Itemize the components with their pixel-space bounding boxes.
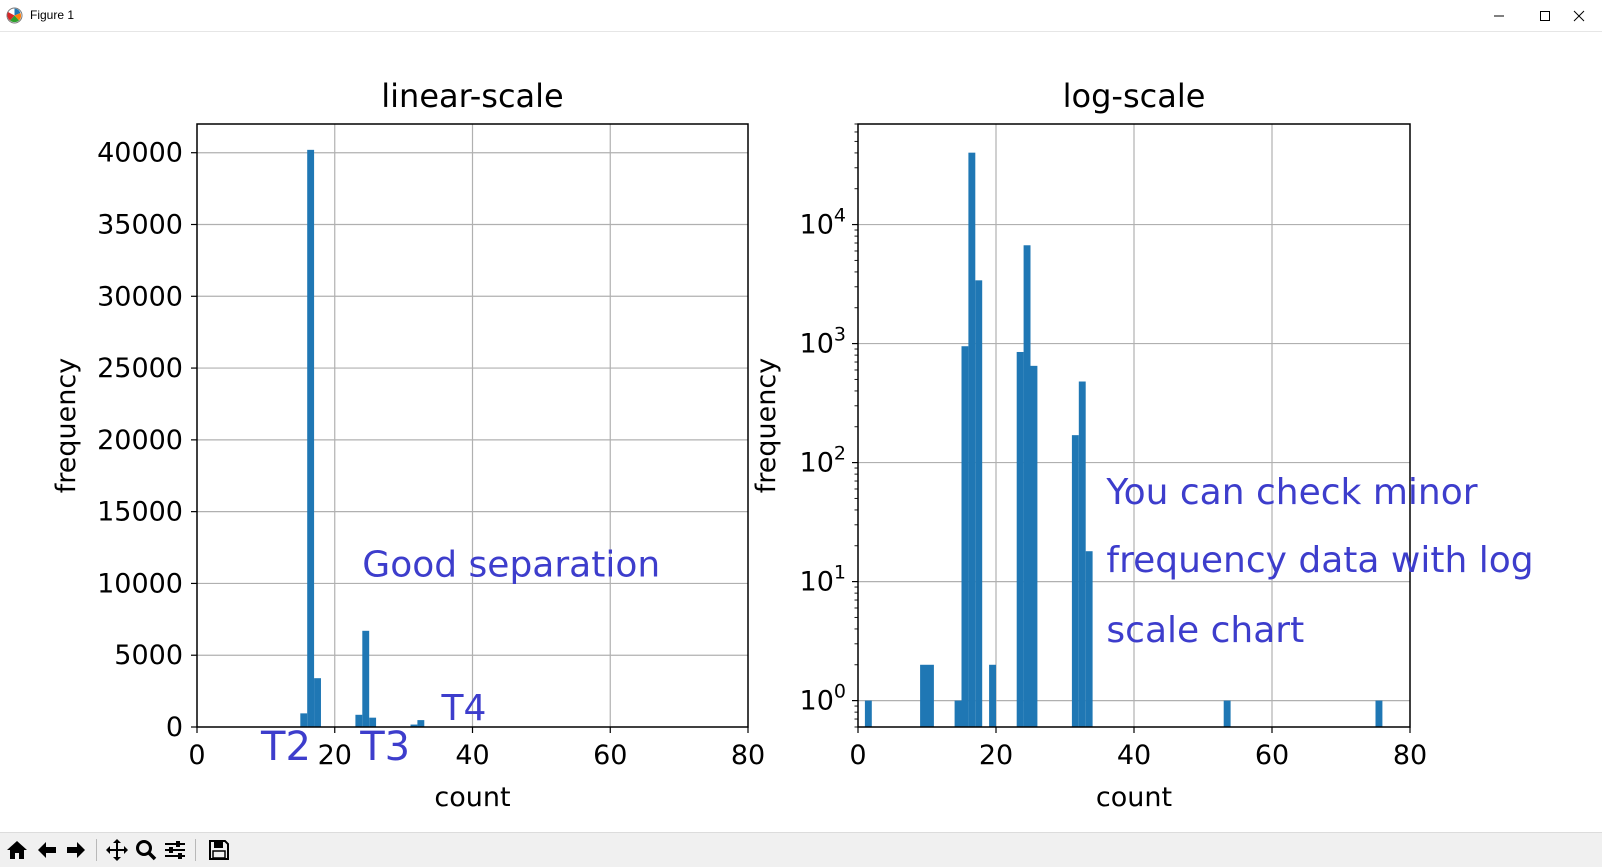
histogram-bar [955,701,962,727]
close-button[interactable] [1556,0,1602,31]
y-axis-label: frequency [751,358,782,493]
window-titlebar: Figure 1 [0,0,1602,32]
histogram-bar [1031,366,1038,727]
histogram-bar [968,153,975,727]
histogram-bar [1079,382,1086,727]
x-tick-label: 20 [318,740,352,771]
x-axis-label: count [1096,782,1172,813]
pan-icon [105,838,129,862]
figure-canvas[interactable]: 0 20 40 60 80 0 5000 10000 15000 20000 25000 30000 3… [0,31,1602,832]
y-tick-label: 40000 [97,138,183,169]
home-button[interactable] [4,837,30,863]
histogram-bar [1086,551,1093,727]
histogram-bar [417,720,424,727]
configure-subplots-icon [163,838,187,862]
configure-subplots-button[interactable] [162,837,188,863]
forward-button[interactable] [63,837,89,863]
chart-annotation: T4 [441,688,487,729]
histogram-bar [362,631,369,727]
histogram-bar [975,280,982,727]
y-tick-label: 20000 [97,425,183,456]
x-tick-label: 60 [1255,740,1289,771]
y-axis-label: frequency [51,358,82,493]
save-icon [207,838,231,862]
zoom-icon [134,838,158,862]
pan-button[interactable] [104,837,130,863]
histogram-bar [1017,352,1024,727]
minimize-icon [1493,10,1505,22]
y-tick-label: 100 [800,681,846,717]
chart-title: linear-scale [381,77,563,115]
histogram-bar [1024,245,1031,727]
toolbar-separator [195,839,196,861]
x-axis-label: count [434,782,510,813]
forward-icon [64,838,88,862]
histogram-bar [1224,701,1231,727]
y-tick-label: 25000 [97,353,183,384]
y-tick-label: 103 [800,324,846,360]
x-tick-label: 40 [1117,740,1151,771]
x-tick-label: 60 [593,740,627,771]
save-button[interactable] [206,837,232,863]
x-tick-label: 80 [1393,740,1427,771]
histogram-bar [1376,701,1383,727]
y-tick-label: 30000 [97,281,183,312]
window-title: Figure 1 [30,8,74,22]
chart-annotation: Good separation [362,544,660,585]
y-tick-label: 10000 [97,568,183,599]
chart-annotation: frequency data with log [1106,540,1533,581]
histogram-bar [927,665,934,727]
y-tick-label: 15000 [97,497,183,528]
chart-annotation: T2 [260,724,311,770]
histogram-bar [920,665,927,727]
y-tick-label: 104 [800,205,846,241]
histogram-bar [962,346,969,727]
back-icon [35,838,59,862]
zoom-button[interactable] [133,837,159,863]
chart-title: log-scale [1063,77,1206,115]
y-tick-label: 102 [800,443,846,479]
histogram-bar [307,150,314,727]
chart-annotation: scale chart [1106,610,1304,651]
histogram-bar [314,678,321,727]
histogram-bar [989,665,996,727]
matplotlib-logo-icon [6,7,23,24]
chart-annotation: T3 [359,724,410,770]
toolbar-separator [96,839,97,861]
x-tick-label: 0 [188,740,205,771]
histogram-bar [1072,435,1079,727]
back-button[interactable] [34,837,60,863]
x-tick-label: 0 [849,740,866,771]
x-tick-label: 20 [979,740,1013,771]
minimize-button[interactable] [1476,0,1522,31]
x-tick-label: 80 [731,740,765,771]
y-tick-label: 0 [166,712,183,743]
histogram-bar [865,701,872,727]
home-icon [5,838,29,862]
y-tick-label: 35000 [97,210,183,241]
navigation-toolbar [0,832,1602,867]
chart-annotation: You can check minor [1105,472,1477,513]
x-tick-label: 40 [455,740,489,771]
y-tick-label: 5000 [114,640,183,671]
y-tick-label: 101 [800,562,846,598]
close-icon [1573,10,1585,22]
maximize-icon [1539,10,1551,22]
